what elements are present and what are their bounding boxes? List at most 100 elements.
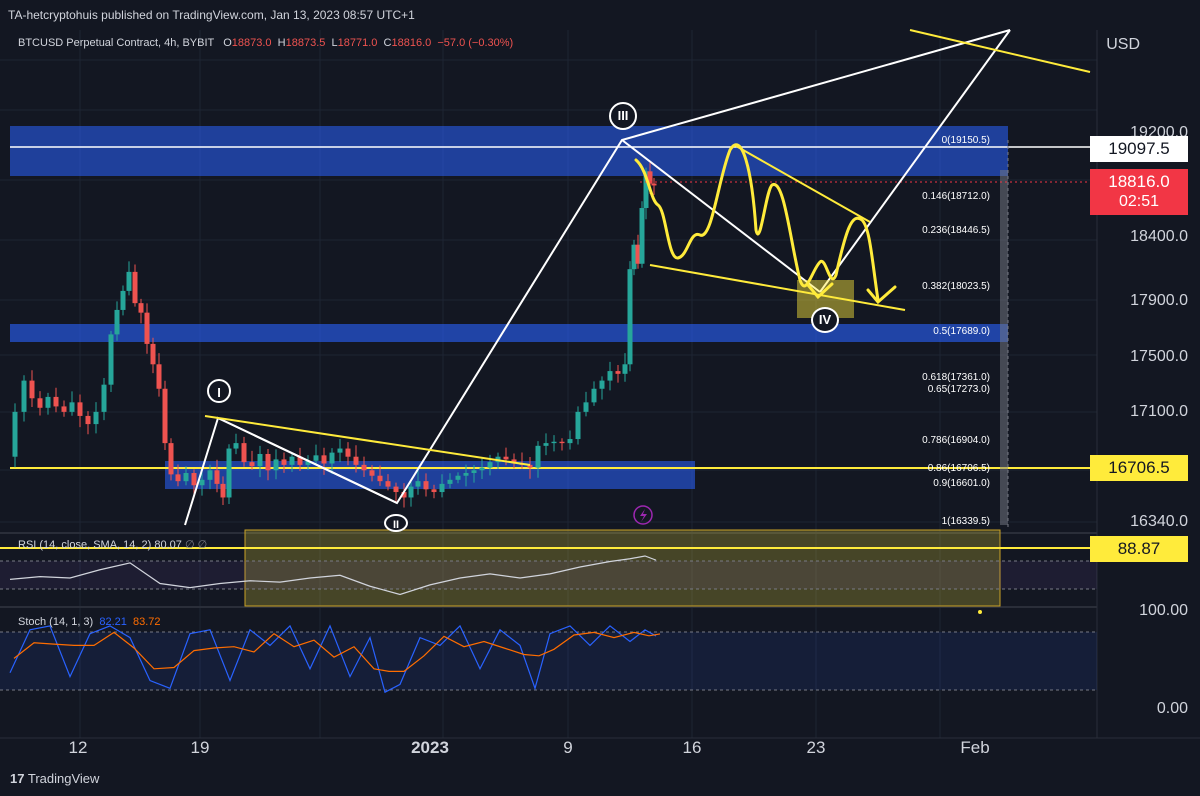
low-label: L xyxy=(331,37,338,49)
candle-body xyxy=(535,445,541,468)
candle-body xyxy=(487,462,493,468)
candle-body xyxy=(77,402,83,416)
candle-body xyxy=(431,489,437,493)
wave-marker-2[interactable]: II xyxy=(384,514,408,532)
price-label-16340: 16340.0 xyxy=(1130,513,1188,530)
fib-level-0236: 0.236(18446.5) xyxy=(922,225,990,236)
candle-body xyxy=(567,439,573,444)
candle-body xyxy=(439,483,445,493)
candle-body xyxy=(249,462,255,467)
rsi-line xyxy=(9,555,657,596)
price-label-18400: 18400.0 xyxy=(1130,228,1188,245)
tradingview-logo[interactable]: 17 TradingView xyxy=(10,771,99,786)
candle-body xyxy=(144,312,150,344)
projected-path-arrowhead xyxy=(866,285,897,305)
candle-body xyxy=(156,364,162,389)
candle-body xyxy=(273,459,279,471)
symbol-legend[interactable]: BTCUSD Perpetual Contract, 4h, BYBIT O18… xyxy=(18,37,513,49)
candle-body xyxy=(591,388,597,403)
time-label-16: 16 xyxy=(682,738,702,757)
candle-body xyxy=(607,371,613,381)
lightning-icon xyxy=(640,509,647,522)
candle-body xyxy=(101,384,107,412)
wave-marker-4[interactable]: IV xyxy=(811,307,839,333)
candle-body xyxy=(61,406,67,412)
candle-body xyxy=(289,456,295,465)
candle-body xyxy=(543,443,549,446)
candle-body xyxy=(297,456,303,465)
stoch-k-line xyxy=(9,624,657,694)
candle-body xyxy=(226,448,232,498)
candle-body xyxy=(305,460,311,465)
candle-body xyxy=(575,411,581,440)
wave-marker-3[interactable]: III xyxy=(609,102,637,130)
stoch-label-0: 0.00 xyxy=(1156,700,1188,717)
candle-body xyxy=(329,452,335,464)
candle-body xyxy=(207,470,213,480)
event-lightning-icon xyxy=(633,505,653,525)
candle-body xyxy=(321,455,327,464)
candle-body xyxy=(114,309,120,335)
price-label-17500: 17500.0 xyxy=(1130,348,1188,365)
rsi-legend[interactable]: RSI (14, close, SMA, 14, 2) 80.07 ∅ ∅ xyxy=(18,538,207,551)
candle-body xyxy=(162,388,168,444)
candle-body xyxy=(622,364,628,374)
candle-body xyxy=(401,492,407,498)
candle-body xyxy=(214,470,220,484)
fib-level-09: 0.9(16601.0) xyxy=(933,478,990,489)
candle-body xyxy=(377,475,383,482)
wave2-line xyxy=(217,417,398,504)
candle-body xyxy=(408,486,414,498)
triangle-upper-trendline xyxy=(204,415,531,466)
stoch-band xyxy=(0,632,1097,690)
projected-path-drawing xyxy=(634,143,880,302)
projection-line xyxy=(819,29,1011,293)
candle-body xyxy=(527,464,533,468)
upper-right-trendline xyxy=(909,29,1091,73)
candle-body xyxy=(369,470,375,476)
last-price-tag: 18816.0 02:51 xyxy=(1090,169,1188,215)
candle-body xyxy=(345,448,351,457)
time-axis[interactable]: 12 19 2023 9 16 23 Feb xyxy=(0,738,1097,764)
countdown-timer: 02:51 xyxy=(1118,193,1160,210)
candle-body xyxy=(132,271,138,304)
price-label-17900: 17900.0 xyxy=(1130,292,1188,309)
impulse-wave-line xyxy=(184,29,1011,526)
candle-body xyxy=(639,208,645,264)
candle-body xyxy=(37,398,43,408)
candle-body xyxy=(361,464,367,471)
stoch-legend[interactable]: Stoch (14, 1, 3) 82.21 83.72 xyxy=(18,616,161,628)
rsi-legend-extra: ∅ ∅ xyxy=(184,539,208,551)
stoch-label-100: 100.00 xyxy=(1139,602,1188,619)
rsi-legend-title: RSI (14, close, SMA, 14, 2) xyxy=(18,539,152,551)
candle-body xyxy=(199,479,205,486)
candle-body xyxy=(337,448,343,453)
time-label-feb: Feb xyxy=(960,738,990,757)
rsi-band xyxy=(0,561,1097,589)
time-label-23: 23 xyxy=(806,738,826,757)
stoch-d-value: 83.72 xyxy=(133,616,161,628)
change-value: −57.0 (−0.30%) xyxy=(437,37,514,49)
candle-body xyxy=(455,475,461,480)
wave4-arrowhead xyxy=(806,282,834,300)
candle-body xyxy=(471,470,477,474)
tradingview-logo-icon: 17 xyxy=(10,771,25,786)
candle-body xyxy=(651,183,657,186)
candle-body xyxy=(29,380,35,399)
resistance-price-tag: 19097.5 xyxy=(1090,136,1188,162)
fib-range-bar xyxy=(1000,170,1008,525)
candle-body xyxy=(511,459,517,464)
candle-body xyxy=(393,486,399,493)
candle-body xyxy=(647,171,653,184)
candle-body xyxy=(479,467,485,471)
wave-marker-1[interactable]: I xyxy=(207,379,231,403)
currency-label[interactable]: USD xyxy=(1106,36,1140,53)
wave4-line xyxy=(621,139,821,293)
mid-zone xyxy=(10,324,1008,342)
wedge-upper-trendline xyxy=(735,145,871,223)
candle-body xyxy=(126,271,132,291)
time-label-2023: 2023 xyxy=(411,738,449,757)
rsi-legend-value: 80.07 xyxy=(154,539,182,551)
candle-body xyxy=(45,396,51,408)
